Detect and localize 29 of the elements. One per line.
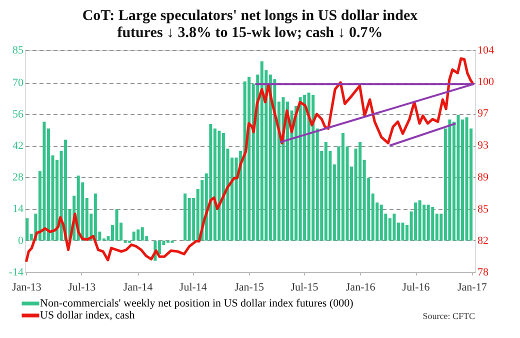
- y-tick-label: -14: [8, 266, 24, 278]
- legend-label: Non-commercials' weekly net position in US dollar index futures (000): [40, 298, 354, 310]
- y2-tick-label: 89: [478, 172, 489, 184]
- y2-tick-label: 104: [478, 44, 494, 56]
- chart-title: CoT: Large speculators' net longs in US dollar index futures ↓ 3.8% to 15-wk low; cash ↓ 0.7%: [82, 8, 418, 41]
- x-tick-label: Jan-14: [123, 282, 154, 294]
- source-note: Source: CFTC: [422, 311, 475, 321]
- y2-tick-label: 82: [478, 234, 488, 247]
- y2-tick-label: 78: [478, 266, 489, 278]
- x-tick-label: Jan-17: [457, 282, 488, 294]
- y2-tick-label: 93: [478, 139, 489, 152]
- x-tick-label: Jan-15: [234, 282, 264, 294]
- x-tick-label: Jul-15: [290, 282, 319, 294]
- y2-tick-label: 85: [478, 203, 489, 216]
- y2-tick-label: 97: [478, 108, 489, 120]
- y-tick-label: 14: [12, 203, 24, 216]
- legend-label: US dollar index, cash: [40, 310, 136, 322]
- y-tick-label: 42: [12, 140, 24, 152]
- y-tick-label: 28: [12, 171, 24, 184]
- y-tick-label: 0: [18, 234, 24, 247]
- y-tick-label: 70: [12, 77, 24, 90]
- x-tick-label: Jul-16: [402, 282, 430, 294]
- x-tick-label: Jul-13: [68, 282, 96, 294]
- x-tick-label: Jan-13: [12, 282, 42, 294]
- x-tick-label: Jul-14: [179, 282, 208, 294]
- y-tick-label: 85: [12, 44, 24, 56]
- x-tick-label: Jan-16: [346, 282, 376, 294]
- y2-tick-label: 100: [478, 76, 494, 88]
- y-tick-label: 56: [12, 108, 24, 120]
